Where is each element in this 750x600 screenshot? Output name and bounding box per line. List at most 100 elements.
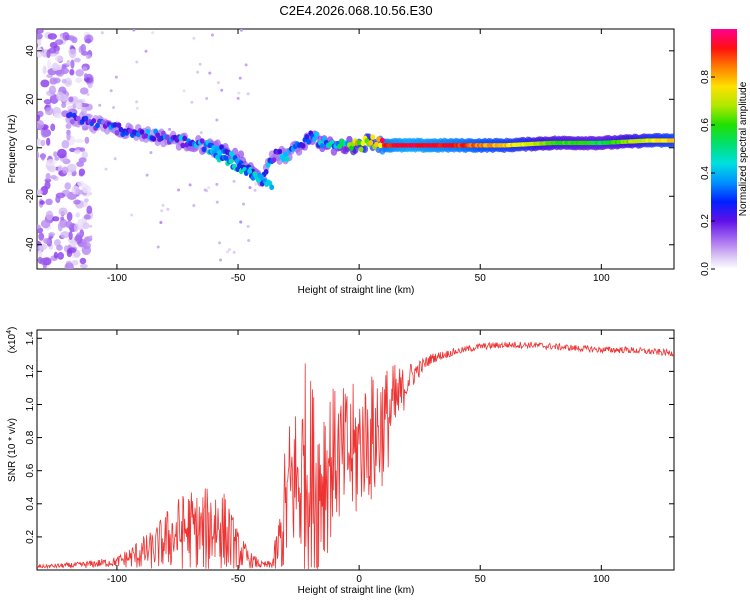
snr-xtick-label: -50 bbox=[231, 574, 246, 585]
spectrogram-ridge-cell bbox=[283, 151, 288, 158]
spectrogram-noise-cell bbox=[135, 100, 139, 104]
spectrogram-ridge-halo bbox=[237, 150, 245, 159]
spectrogram-noise-cell bbox=[43, 99, 52, 105]
spectrogram-noise-cell bbox=[192, 36, 196, 40]
spectrogram-noise-cell bbox=[68, 96, 74, 103]
spectrogram-ridge-cell bbox=[378, 142, 383, 149]
spectrogram-noise-cell bbox=[113, 157, 117, 161]
spectrogram-xtick-label: -50 bbox=[231, 273, 246, 284]
spectrogram-noise-cell bbox=[71, 260, 79, 266]
spectrogram-noise-cell bbox=[44, 107, 54, 116]
spectrogram-ridge-cell bbox=[155, 132, 161, 138]
spectrogram-ridge-cell bbox=[69, 118, 75, 125]
spectrogram-ridge-cell bbox=[277, 148, 283, 155]
snr-ytick-label: 0.6 bbox=[25, 463, 36, 477]
spectrogram-ridge-cell bbox=[199, 138, 205, 144]
spectrogram-ridge-cell bbox=[358, 146, 364, 153]
spectrogram-noise-cell bbox=[149, 151, 153, 155]
spectrogram-noise-cell bbox=[53, 113, 63, 119]
colorbar-axis: 0.0 0.2 0.4 0.6 0.8 bbox=[700, 70, 715, 276]
spectrogram-marks bbox=[37, 29, 674, 269]
spectrogram-noise-cell bbox=[50, 174, 57, 180]
spectrogram-xtick-label: 50 bbox=[475, 273, 487, 284]
spectrogram-noise-cell bbox=[89, 224, 93, 228]
spectrogram-ridge-cell bbox=[360, 140, 366, 147]
spectrogram-noise-cell bbox=[60, 216, 65, 221]
spectrogram-noise-cell bbox=[160, 209, 164, 213]
spectrogram-ytick-label: 0 bbox=[25, 145, 36, 151]
spectrogram-noise-cell bbox=[218, 241, 222, 245]
spectrogram-noise-cell bbox=[192, 204, 196, 208]
spectrogram-ridge-cell bbox=[374, 141, 379, 148]
spectrogram-noise-cell bbox=[66, 59, 71, 66]
spectrogram-noise-cell bbox=[51, 62, 59, 72]
spectrogram-ridge-cell bbox=[337, 143, 343, 150]
spectrogram-noise-cell bbox=[66, 211, 73, 222]
spectrogram-noise-cell bbox=[198, 62, 202, 66]
snr-multiplier-exp: 4 bbox=[6, 330, 13, 334]
spectrogram-noise-cell bbox=[57, 222, 63, 232]
spectrogram-noise-cell bbox=[37, 29, 44, 34]
spectrogram-noise-cell bbox=[83, 73, 88, 79]
spectrogram-noise-cell bbox=[244, 63, 248, 67]
spectrogram-ridge-cell bbox=[271, 157, 277, 163]
spectrogram-noise-cell bbox=[188, 183, 192, 187]
spectrogram-noise-cell bbox=[205, 96, 209, 100]
spectrogram-noise-cell bbox=[60, 67, 70, 75]
spectrogram-noise-cell bbox=[238, 76, 242, 80]
spectrogram-noise-cell bbox=[77, 218, 83, 229]
spectrogram-noise-cell bbox=[40, 219, 51, 229]
spectrogram-noise-cell bbox=[69, 239, 78, 248]
spectrogram-noise-cell bbox=[145, 173, 149, 177]
spectrogram-noise-cell bbox=[45, 159, 56, 167]
spectrogram-noise-cell bbox=[72, 103, 77, 109]
spectrogram-noise-cell bbox=[109, 89, 113, 93]
spectrogram-ridge-cell bbox=[143, 132, 149, 139]
spectrogram-noise-cell bbox=[75, 212, 81, 218]
snr-multiplier-base: (x10 bbox=[7, 333, 18, 353]
colorbar bbox=[711, 29, 737, 269]
spectrogram-ytick-label: 40 bbox=[25, 45, 36, 57]
spectrogram-noise-cell bbox=[61, 166, 69, 174]
spectrogram-noise-cell bbox=[98, 103, 102, 107]
spectrogram-noise-cell bbox=[66, 131, 71, 141]
spectrogram-noise-cell bbox=[60, 231, 70, 239]
spectrogram-noise-cell bbox=[45, 210, 54, 221]
spectrogram-branch-cell bbox=[228, 158, 234, 165]
spectrogram-noise-cell bbox=[135, 60, 139, 64]
spectrogram-noise-cell bbox=[239, 220, 243, 224]
spectrogram-noise-cell bbox=[73, 57, 81, 63]
spectrogram-noise-cell bbox=[65, 220, 73, 229]
spectrogram-ridge-cell bbox=[306, 138, 312, 145]
spectrogram-noise-cell bbox=[226, 250, 230, 254]
snr-ytick-label: 0.8 bbox=[25, 430, 36, 444]
spectrogram-noise-cell bbox=[75, 77, 83, 84]
spectrogram-noise-cell bbox=[37, 114, 41, 122]
spectrogram-noise-cell bbox=[68, 35, 75, 41]
spectrogram-noise-cell bbox=[39, 257, 50, 266]
svg-text:(x104): (x104) bbox=[6, 327, 18, 354]
spectrogram-ridge-cell bbox=[164, 134, 170, 141]
spectrogram-noise-cell bbox=[51, 216, 60, 222]
snr-xtick-label: -100 bbox=[107, 574, 127, 585]
snr-ytick-label: 1.0 bbox=[25, 397, 36, 411]
spectrogram-ridge-halo bbox=[361, 145, 369, 154]
spectrogram-ridge-cell bbox=[118, 126, 124, 133]
spectrogram-noise-cell bbox=[40, 139, 46, 147]
colorbar-tick-label: 0.0 bbox=[700, 262, 711, 276]
snr-ytick-label: 1.4 bbox=[25, 331, 36, 345]
spectrogram-noise-cell bbox=[70, 59, 75, 69]
spectrogram-noise-cell bbox=[73, 199, 81, 205]
spectrogram-noise-cell bbox=[53, 251, 58, 259]
spectrogram-noise-cell bbox=[45, 172, 51, 180]
spectrogram-ridge-cell bbox=[215, 145, 221, 152]
spectrogram-noise-cell bbox=[47, 60, 52, 70]
snr-ytick-label: 1.2 bbox=[25, 364, 36, 378]
spectrogram-branch-cell bbox=[247, 168, 253, 175]
spectrogram-ridge-cell bbox=[370, 134, 376, 140]
spectrogram-noise-cell bbox=[215, 200, 219, 204]
spectrogram-noise-cell bbox=[58, 207, 68, 216]
spectrogram-noise-cell bbox=[66, 248, 73, 258]
spectrogram-noise-cell bbox=[53, 151, 58, 158]
spectrogram-noise-cell bbox=[236, 96, 240, 100]
